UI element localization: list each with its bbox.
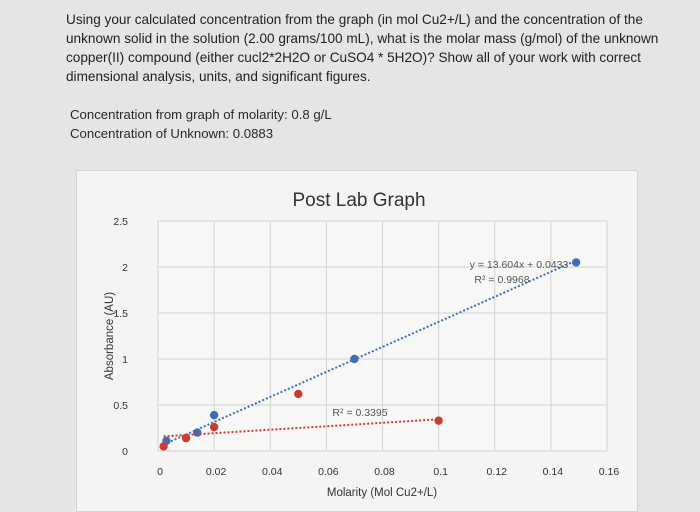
x-tick-label: 0.04 (262, 466, 283, 478)
graph-concentration-answer: Concentration from graph of molarity: 0.… (70, 107, 332, 122)
y-tick-label: 1.5 (113, 308, 128, 320)
trendline-r2: R² = 0.3395 (332, 407, 387, 419)
y-tick-label: 0.5 (113, 400, 128, 412)
y-axis-label: Absorbance (AU) (104, 292, 116, 380)
x-tick-label: 0.14 (543, 466, 564, 478)
unknown-concentration-answer: Concentration of Unknown: 0.0883 (70, 126, 274, 141)
data-point (193, 428, 202, 437)
x-tick-label: 0.16 (599, 466, 620, 478)
trendline-equation: y = 13.604x + 0.0433 (470, 259, 569, 271)
answers: Concentration from graph of molarity: 0.… (70, 105, 332, 143)
y-tick-label: 0 (122, 446, 128, 458)
x-tick-label: 0.02 (206, 466, 227, 478)
x-tick-label: 0.12 (487, 466, 508, 478)
data-point (571, 258, 581, 267)
trendline-0 (163, 259, 577, 446)
x-axis-label: Molarity (Mol Cu2+/L) (327, 487, 437, 499)
x-tick-label: 0.1 (433, 466, 448, 478)
data-point (209, 410, 219, 420)
trendline-r2: R² = 0.9968 (474, 274, 529, 286)
x-tick-label: 0.06 (318, 466, 339, 478)
question-text: Using your calculated concentration from… (66, 12, 659, 84)
y-tick-label: 1 (122, 354, 128, 366)
chart-title: Post Lab Graph (292, 190, 425, 211)
trendline-1 (163, 418, 439, 438)
scatter-chart: 0 0.02 0.04 0.06 0.08 0.1 0.12 0.14 0.16 0 0.5 1 1.5… (104, 190, 620, 499)
data-point (209, 422, 219, 432)
y-tick-label: 2.5 (113, 216, 128, 228)
x-tick-label: 0.08 (374, 466, 395, 478)
data-point (181, 433, 191, 443)
data-point (434, 416, 443, 425)
x-tick-label: 0 (157, 466, 163, 478)
data-point (294, 389, 303, 399)
chart-container: 0 0.02 0.04 0.06 0.08 0.1 0.12 0.14 0.16 0 0.5 1 1.5… (76, 170, 638, 512)
data-point (159, 442, 168, 451)
data-point (350, 354, 359, 364)
y-tick-label: 2 (122, 262, 128, 274)
